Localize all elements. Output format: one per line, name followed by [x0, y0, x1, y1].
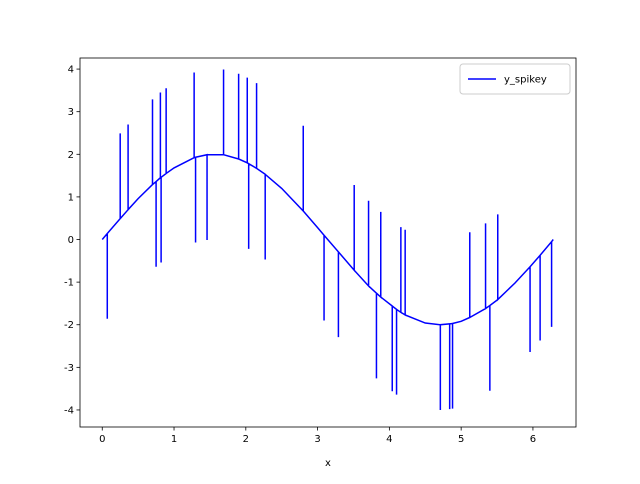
x-tick-label: 3: [314, 434, 320, 445]
x-tick-label: 1: [171, 434, 177, 445]
y-tick-label: 2: [68, 150, 74, 161]
x-tick-label: 5: [458, 434, 464, 445]
x-axis-label: x: [325, 458, 331, 469]
y-tick-label: -4: [64, 405, 74, 416]
y-tick-label: 4: [68, 65, 74, 76]
axes-frame: [79, 57, 577, 428]
y-tick-label: 3: [68, 107, 74, 118]
y-tick-label: -2: [64, 320, 74, 331]
y-tick-label: 1: [68, 192, 74, 203]
x-tick-label: 4: [386, 434, 392, 445]
legend-box: [459, 63, 571, 95]
x-tick-label: 2: [243, 434, 249, 445]
data-line: [101, 69, 554, 410]
y-tick-label: -1: [64, 278, 74, 289]
y-tick-label: 0: [68, 235, 74, 246]
y-tick-label: -3: [64, 363, 74, 374]
x-tick-label: 6: [530, 434, 536, 445]
x-tick-label: 0: [99, 434, 105, 445]
legend-label: y_spikey: [504, 75, 547, 86]
